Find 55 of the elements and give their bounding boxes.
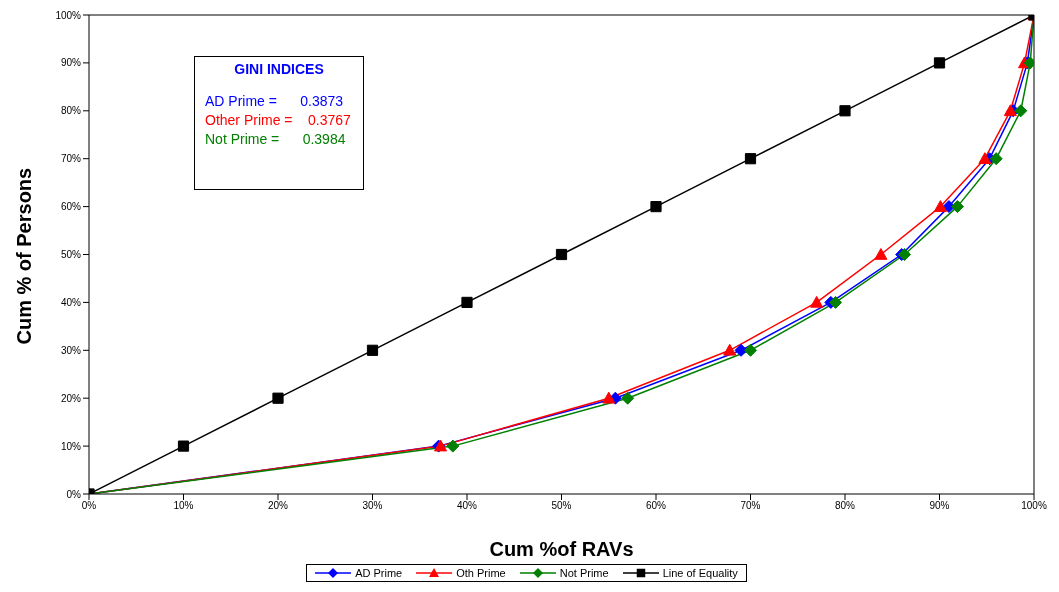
x-tick-label: 80% [834, 500, 856, 512]
x-tick-label: 20% [267, 500, 289, 512]
y-tick-label: 30% [60, 344, 82, 356]
point [177, 440, 190, 452]
point [723, 343, 737, 356]
point [555, 248, 568, 261]
y-tick-label: 10% [60, 440, 82, 452]
y-tick-label: 70% [60, 153, 82, 165]
x-tick-label: 40% [456, 500, 478, 512]
point [446, 439, 460, 453]
point [744, 153, 757, 165]
point [602, 391, 616, 404]
legend-label: Oth Prime [456, 567, 506, 579]
x-tick-label: 0% [81, 500, 97, 512]
x-tick-label: 10% [173, 500, 194, 512]
x-tick-label: 60% [645, 500, 667, 512]
point [950, 200, 964, 214]
y-tick-label: 90% [60, 57, 82, 69]
point [874, 248, 888, 260]
y-tick-label: 0% [66, 488, 82, 500]
y-axis-title: Cum % of Persons [13, 167, 36, 345]
annotation: AD Prime = 0.3873 [205, 93, 345, 109]
point [839, 105, 851, 117]
y-tick-label: 50% [60, 249, 82, 261]
point [621, 391, 635, 405]
x-tick-label: 90% [929, 500, 950, 512]
y-tick-label: 100% [55, 9, 82, 21]
point [978, 152, 992, 164]
legend-label: AD Prime [355, 567, 403, 579]
point [989, 152, 1003, 166]
point [1014, 104, 1028, 118]
point [810, 295, 824, 308]
y-tick-label: 40% [60, 296, 82, 308]
x-tick-label: 70% [740, 500, 761, 512]
point [650, 201, 662, 213]
point [461, 296, 473, 308]
x-tick-label: 50% [551, 500, 572, 512]
annotation: GINI INDICES [233, 61, 325, 77]
y-tick-label: 80% [60, 105, 82, 117]
x-tick-label: 30% [362, 500, 383, 512]
point [366, 344, 379, 356]
point [933, 57, 946, 69]
legend-label: Not Prime [559, 567, 609, 579]
point [744, 343, 757, 357]
point [734, 343, 748, 357]
y-tick-label: 20% [60, 392, 82, 404]
x-axis-title: Cum %of RAVs [489, 538, 634, 560]
point [272, 392, 284, 404]
annotation: Not Prime = 0.3984 [205, 131, 347, 147]
point [933, 200, 947, 212]
point [829, 295, 843, 309]
y-tick-label: 60% [60, 201, 82, 213]
annotation: Other Prime = 0.3767 [205, 112, 352, 128]
x-tick-label: 100% [1021, 500, 1047, 512]
legend-label: Line of Equality [662, 567, 738, 579]
